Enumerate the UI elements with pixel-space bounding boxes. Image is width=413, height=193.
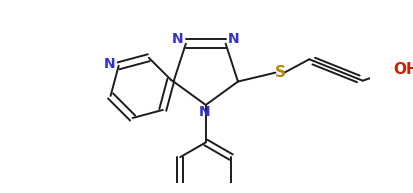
Text: S: S [275, 65, 285, 80]
Text: N: N [171, 32, 183, 46]
Text: N: N [199, 105, 210, 119]
Text: OH: OH [393, 62, 413, 77]
Text: N: N [227, 32, 239, 46]
Text: N: N [104, 57, 115, 71]
